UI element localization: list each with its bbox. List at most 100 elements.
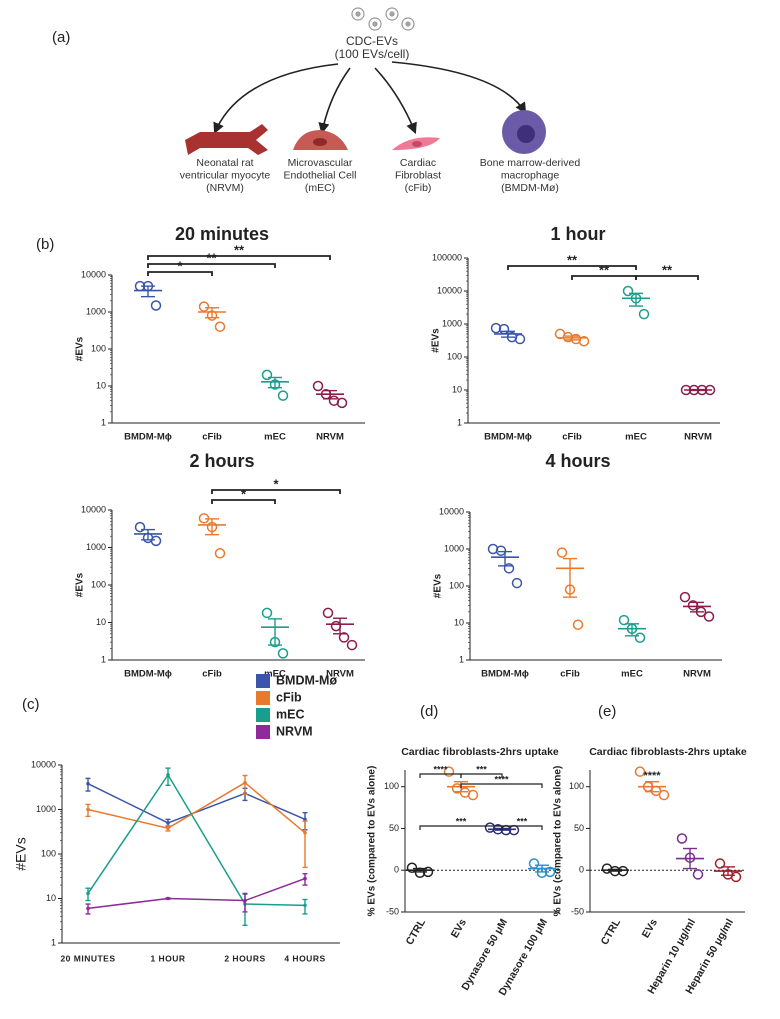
y-tick-label: 1 xyxy=(457,417,462,427)
error xyxy=(323,389,337,400)
marker xyxy=(303,903,307,908)
y-axis-label: % EVs (compared to EVs alone) xyxy=(553,766,564,917)
y-tick-label: -50 xyxy=(386,906,399,916)
cell-label: ventricular myocyte xyxy=(180,169,271,181)
error xyxy=(565,335,579,341)
y-tick-label: 10000 xyxy=(81,504,106,514)
significance-bracket xyxy=(501,825,543,830)
significance-bracket xyxy=(507,265,637,270)
data-point xyxy=(714,858,726,869)
legend-swatch xyxy=(256,708,270,722)
error xyxy=(302,820,308,869)
data-point xyxy=(322,607,334,619)
error xyxy=(683,847,697,870)
error xyxy=(501,330,515,338)
data-point xyxy=(312,380,324,392)
x-tick-label: 20 MINUTES xyxy=(60,953,115,963)
cell-label: Cardiac xyxy=(400,157,436,169)
marker xyxy=(303,830,307,835)
marker xyxy=(243,780,247,785)
source-label: (100 EVs/cell) xyxy=(335,47,410,61)
marker xyxy=(166,826,170,830)
diagram xyxy=(185,7,546,155)
data-point xyxy=(330,620,342,632)
data-point xyxy=(336,397,348,409)
significance-label: ** xyxy=(206,250,217,265)
panel-label: (e) xyxy=(598,703,616,720)
data-point xyxy=(556,547,568,558)
chart-title: 4 hours xyxy=(545,451,610,471)
error xyxy=(629,292,643,307)
x-tick-label: cFib xyxy=(202,432,222,443)
cell-label: (BMDM-Mø) xyxy=(501,182,559,194)
significance-label: * xyxy=(273,476,279,491)
y-tick-label: 1 xyxy=(101,654,106,664)
ev-icons xyxy=(351,7,415,31)
error xyxy=(268,618,282,646)
y-tick-label: 1 xyxy=(459,654,464,664)
x-tick-label: BMDM-Mϕ xyxy=(124,669,172,680)
y-tick-label: 10 xyxy=(46,893,56,903)
y-tick-label: 50 xyxy=(389,823,399,833)
significance-label: ** xyxy=(599,262,610,277)
data-point xyxy=(638,308,650,320)
error xyxy=(333,617,347,635)
significance-bracket xyxy=(460,773,503,778)
data-point xyxy=(134,521,146,533)
data-point xyxy=(658,789,670,801)
x-tick-label: BMDM-Mϕ xyxy=(124,432,172,443)
x-tick-label: BMDM-Mϕ xyxy=(481,669,529,680)
data-point xyxy=(214,548,226,559)
annotation: **** xyxy=(643,770,661,782)
data-point xyxy=(676,833,688,844)
error xyxy=(141,528,155,541)
series-line xyxy=(87,773,306,907)
legend-label: BMDM-Mø xyxy=(276,673,337,687)
y-tick-label: 50 xyxy=(574,823,584,833)
cells xyxy=(185,110,546,155)
x-tick-label: cFib xyxy=(560,669,580,680)
significance-bracket xyxy=(147,255,331,260)
significance-label: * xyxy=(241,486,247,501)
cell-label: macrophage xyxy=(501,169,560,181)
legend-swatch xyxy=(256,691,270,705)
significance-bracket xyxy=(419,773,462,778)
data-point xyxy=(730,871,742,883)
x-tick-label: NRVM xyxy=(683,669,711,680)
legend-label: mEC xyxy=(276,707,304,721)
marker xyxy=(166,896,170,901)
data-point xyxy=(277,648,289,659)
marker xyxy=(86,891,90,896)
error xyxy=(165,767,171,786)
data-point xyxy=(634,632,646,643)
x-tick-label: CTRL xyxy=(404,916,429,947)
error xyxy=(141,285,155,298)
x-tick-label: EVs xyxy=(449,917,469,940)
cell-label: Endothelial Cell xyxy=(284,169,357,181)
x-tick-label: CTRL xyxy=(599,916,624,947)
x-tick-label: 4 HOURS xyxy=(284,953,325,963)
y-tick-label: 1000 xyxy=(442,318,462,328)
data-point xyxy=(443,766,455,777)
x-tick-label: mEC xyxy=(621,669,643,680)
x-tick-label: 2 HOURS xyxy=(224,953,265,963)
data-point xyxy=(338,632,350,643)
significance-label: ** xyxy=(567,252,578,267)
y-tick-label: 10000 xyxy=(31,759,56,769)
cell-label: (mEC) xyxy=(305,182,335,194)
error xyxy=(721,866,735,876)
y-tick-label: 100 xyxy=(447,351,462,361)
error xyxy=(498,550,512,567)
error xyxy=(268,376,282,389)
x-tick-label: 1 HOUR xyxy=(150,953,185,963)
error xyxy=(242,774,248,795)
y-tick-label: 1 xyxy=(51,937,56,947)
y-tick-label: 100 xyxy=(569,781,584,791)
y-axis-label: #EVs xyxy=(433,573,444,598)
y-tick-label: 10 xyxy=(454,617,464,627)
data-point xyxy=(495,545,507,556)
data-point xyxy=(490,322,502,334)
significance-bracket xyxy=(147,263,276,268)
data-point xyxy=(261,607,273,619)
